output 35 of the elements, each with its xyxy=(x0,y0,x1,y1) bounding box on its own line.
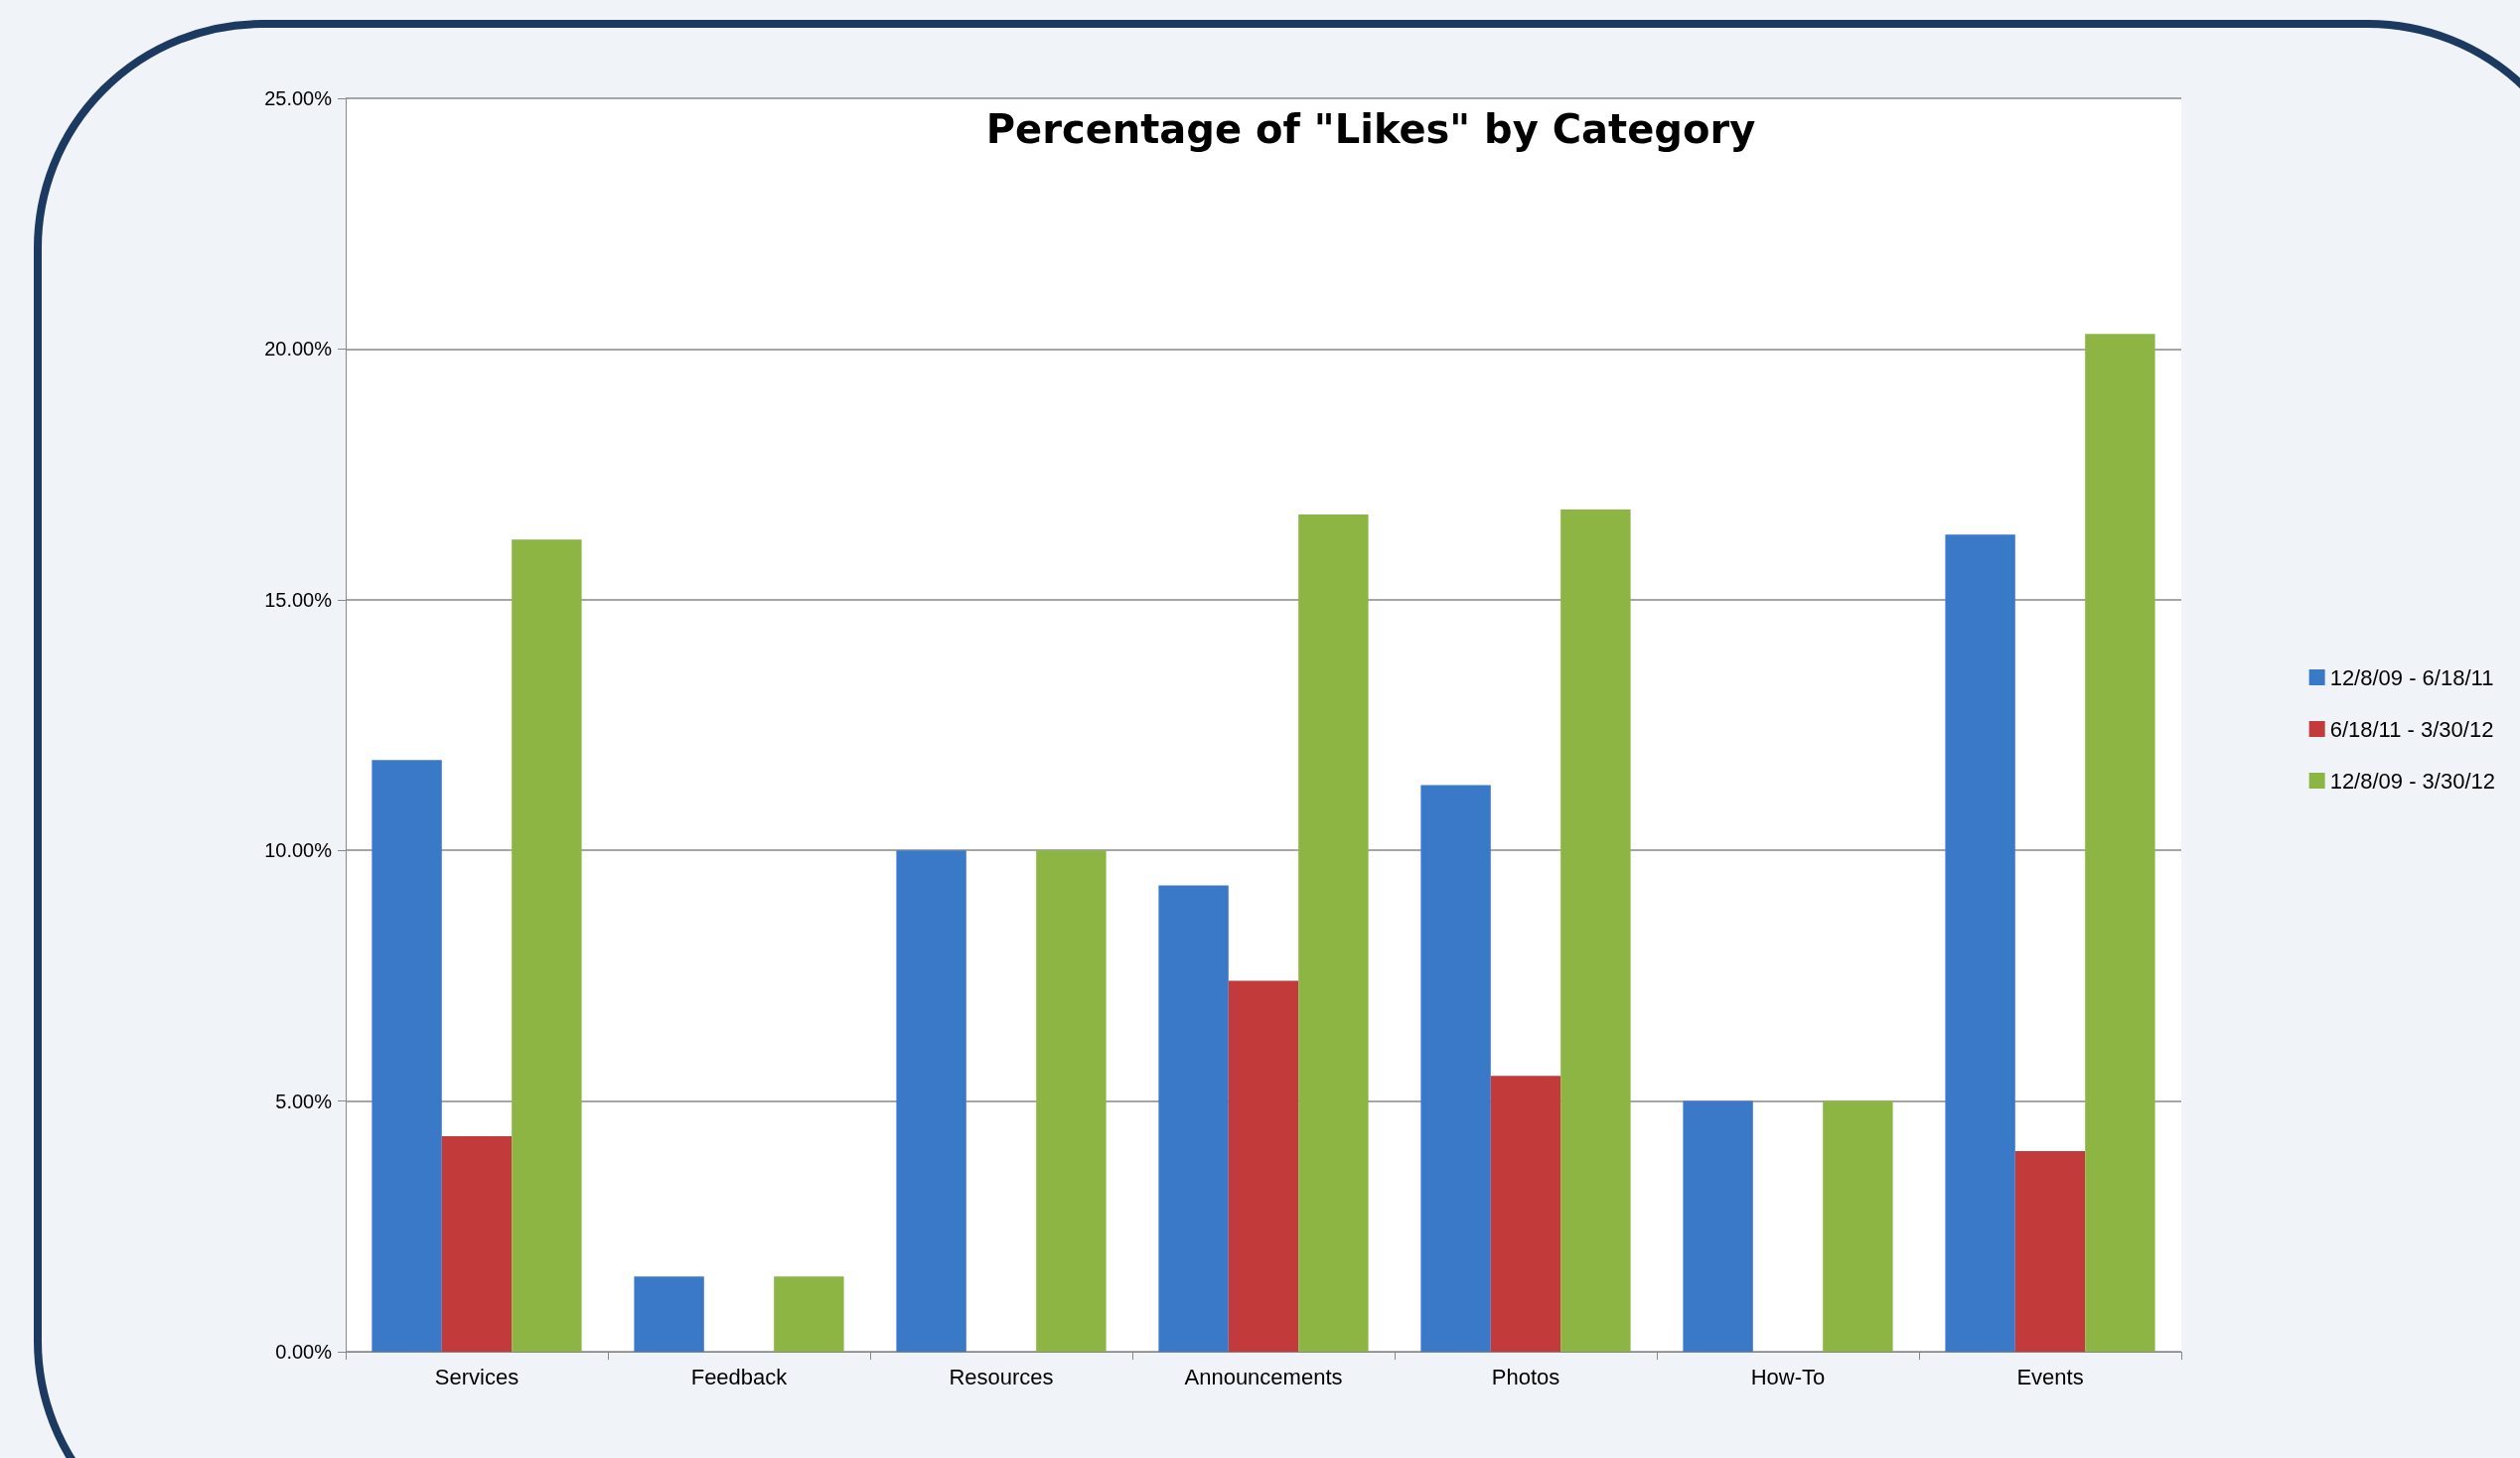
x-tick-label: Feedback xyxy=(690,1364,789,1389)
bar xyxy=(1560,509,1631,1352)
bar xyxy=(2014,1151,2086,1352)
bar xyxy=(1945,534,2015,1352)
x-tick-label: Resources xyxy=(949,1364,1054,1389)
y-tick-label: 25.00% xyxy=(264,87,333,109)
y-tick-label: 0.00% xyxy=(275,1341,333,1363)
bar xyxy=(1298,513,1369,1352)
bar xyxy=(1036,850,1107,1352)
x-tick-label: Events xyxy=(2016,1364,2084,1389)
legend-label: 12/8/09 - 3/30/12 xyxy=(2329,768,2496,794)
bar xyxy=(1420,785,1491,1352)
bar xyxy=(1823,1100,1893,1352)
bar xyxy=(371,760,442,1352)
x-tick-label: Services xyxy=(434,1364,519,1389)
legend-label: 6/18/11 - 3/30/12 xyxy=(2329,716,2494,742)
bar xyxy=(774,1276,844,1352)
bar xyxy=(1490,1076,1561,1352)
bar xyxy=(1228,980,1299,1352)
y-tick-label: 20.00% xyxy=(264,338,333,361)
bar xyxy=(1158,885,1229,1352)
bar xyxy=(1683,1100,1753,1352)
x-tick-label: Announcements xyxy=(1184,1364,1343,1389)
bar xyxy=(2085,334,2155,1352)
y-tick-label: 10.00% xyxy=(264,839,333,862)
chart-title: Percentage of "Likes" by Category xyxy=(985,106,1756,152)
bar xyxy=(512,539,582,1352)
legend-label: 12/8/09 - 6/18/11 xyxy=(2329,664,2494,690)
bar xyxy=(896,850,966,1352)
bar xyxy=(634,1276,704,1352)
y-tick-label: 15.00% xyxy=(264,588,333,611)
x-tick-label: Photos xyxy=(1491,1364,1560,1389)
y-tick-label: 5.00% xyxy=(275,1090,333,1112)
x-tick-label: How-To xyxy=(1750,1364,1826,1389)
bar xyxy=(441,1135,513,1352)
